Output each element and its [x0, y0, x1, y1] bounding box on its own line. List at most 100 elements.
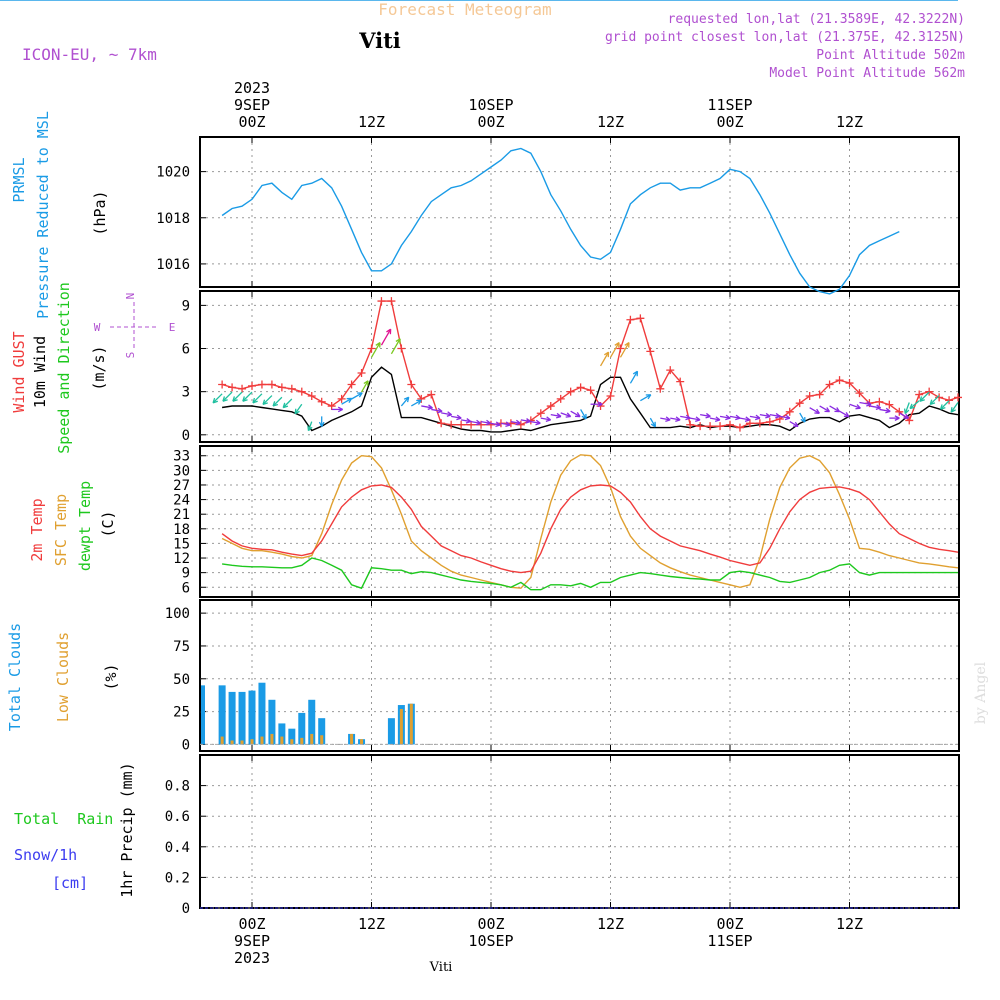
wind-arrow [649, 417, 656, 428]
total-cloud-bar [318, 718, 326, 745]
wind-arrow-head [650, 421, 656, 428]
ytick-label-precip: 0.2 [165, 870, 190, 886]
snow-label: Snow/1h [14, 846, 77, 864]
total-cloud-bar [258, 682, 266, 745]
low-cloud-bar [320, 735, 324, 745]
wind-arrow-head [885, 407, 891, 414]
wind-gust-point [915, 390, 924, 399]
wind-arrow-head [242, 396, 248, 402]
wind-arrow-head [632, 370, 639, 377]
wind-arrow-head [725, 414, 731, 421]
ytick-label-temp: 6 [182, 580, 190, 596]
wind-gust-point [267, 380, 276, 389]
wind-arrow [400, 396, 410, 407]
wind-arrow-head [929, 399, 936, 406]
wind-arrow [909, 400, 920, 409]
wind-gust-line [221, 300, 959, 429]
time-label-top: 9SEP [234, 96, 270, 114]
station-name: Viti [358, 28, 401, 53]
wind-gust-point [487, 420, 495, 429]
wind-arrow-head [427, 404, 433, 411]
wind-arrow-head [675, 416, 681, 422]
low-cloud-bar [310, 733, 314, 745]
compass-w: W [94, 321, 101, 334]
time-label-bottom: 11SEP [707, 932, 752, 950]
ytick-label-temp: 33 [173, 449, 190, 465]
wind-arrow-head [735, 414, 741, 421]
wind-arrow [660, 417, 671, 421]
wind-arrow-head [744, 416, 751, 422]
wind-arrow-head [754, 414, 761, 421]
low-cloud-bar [290, 739, 294, 745]
wind-gust-point [795, 399, 804, 408]
wind-arrow [550, 414, 562, 418]
wind-arrow-head [416, 399, 422, 405]
ytick-label-temp: 15 [173, 536, 190, 552]
rain-label: Total Rain [14, 810, 113, 828]
wind-arrow [520, 419, 531, 423]
wind-gust-point [516, 420, 525, 429]
wind-arrow-head [903, 408, 910, 415]
wind-arrow [779, 415, 790, 419]
wind-gust-point [287, 384, 296, 393]
wind-arrow [360, 380, 369, 393]
wind-gust-point [536, 409, 545, 418]
time-label-top: 11SEP [707, 96, 752, 114]
wind-gust-point [735, 423, 744, 432]
wind-arrow [580, 409, 587, 420]
wind-arrow-head [282, 402, 289, 409]
pressure-unit: (hPa) [91, 190, 109, 235]
wind-arrow [530, 420, 541, 424]
total-cloud-bar [201, 685, 205, 745]
wind-arrow [619, 342, 630, 358]
wind-arrow-head [603, 351, 610, 358]
wind-arrow-head [346, 397, 353, 403]
wind-arrow [799, 412, 806, 423]
pressure-label-2: Pressure Reduced to MSL [34, 111, 52, 319]
wind-arrow-head [705, 412, 711, 419]
wind-gust-point [885, 400, 894, 409]
wind-gust-point [347, 380, 356, 389]
wind-arrow-head [894, 415, 900, 421]
wind-arrow-head [903, 413, 910, 419]
wind-arrow-head [437, 407, 443, 414]
ytick-label-precip: 0.6 [165, 809, 190, 825]
wind-arrow-head [495, 421, 501, 428]
clouds-unit: (%) [102, 663, 120, 690]
wind-arrow [929, 395, 940, 405]
wind-arrow-head [515, 419, 521, 426]
wind-gust-point [447, 420, 456, 429]
wind-gust-point [427, 390, 436, 399]
dewpt-label: dewpt Temp [76, 481, 94, 571]
point-altitude: Point Altitude 502m [816, 48, 965, 63]
wind-arrow [789, 421, 799, 427]
wind-arrow-head [252, 397, 258, 404]
wind-arrow-head [574, 412, 581, 418]
wind-gust-label: Wind GUST [10, 331, 28, 412]
wind-arrow-head [505, 421, 511, 428]
wind-gust-point [238, 384, 247, 393]
panel-frames [199, 136, 960, 909]
wind-arrow [461, 419, 471, 423]
wind-arrow-head [556, 412, 562, 419]
wind-arrow-head [866, 400, 872, 407]
wind-arrow-head [565, 412, 572, 418]
wind-gust-point [337, 394, 346, 403]
wind-gust-point [945, 396, 954, 405]
wind-arrow [940, 400, 950, 410]
wind-gust-point [556, 394, 565, 403]
wind-gust-point [855, 389, 864, 398]
time-label-top: 2023 [234, 79, 270, 97]
ytick-label-temp: 30 [173, 463, 190, 479]
temp2m-label: 2m Temp [28, 498, 46, 561]
wind-arrow-head [581, 413, 587, 420]
wind-arrow-head [357, 392, 363, 398]
low-cloud-bar [230, 740, 234, 745]
wind-gust-point [835, 376, 844, 385]
wind-gust-point [437, 419, 446, 428]
data-series [0, 0, 962, 909]
panel-frame-precip [199, 754, 960, 909]
panel-frame-temp [199, 445, 960, 598]
wind-arrow [252, 393, 263, 404]
